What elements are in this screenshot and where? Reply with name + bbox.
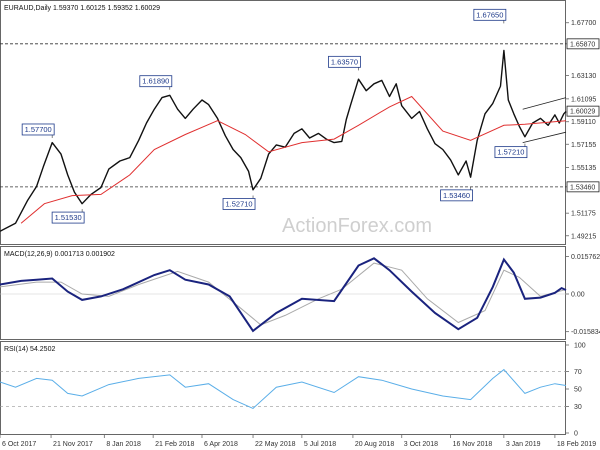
- last-price-label: 1.60029: [570, 109, 595, 116]
- annotation-box-1: [51, 211, 85, 224]
- x-tick-label-3: 21 Feb 2018: [155, 441, 194, 448]
- annotation-box-2: [139, 75, 173, 88]
- x-tick-label-7: 20 Aug 2018: [355, 441, 394, 448]
- price-tick-label-9: 1.49215: [571, 233, 596, 240]
- x-tick-label-0: 6 Oct 2017: [2, 441, 36, 448]
- macd-line: [0, 257, 567, 333]
- channel-top-line: [522, 97, 567, 110]
- price-line: [0, 49, 567, 232]
- annotation-label-7: 1.57210: [497, 148, 524, 157]
- last-price-box: [566, 105, 600, 117]
- annotation-box-0: [21, 123, 55, 136]
- price-tick-label-5: 1.57155: [571, 142, 596, 149]
- macd-layer: [0, 257, 567, 333]
- moving-average-line: [20, 95, 567, 224]
- rsi-tick-label-3: 30: [574, 404, 582, 411]
- rsi-tick-label-2: 50: [574, 387, 582, 394]
- annotation-label-5: 1.53460: [443, 191, 470, 200]
- rsi-tick-label-4: 0: [574, 431, 578, 438]
- x-tick-label-5: 22 May 2018: [255, 441, 296, 448]
- level-tag-box-1: [566, 181, 600, 193]
- axis-layer: 1.67700 1.65870 1.63130 1.61095 1.59110 1.571…: [0, 20, 600, 448]
- channel-bottom-line: [522, 131, 567, 143]
- price-tick-label-6: 1.55135: [571, 165, 596, 172]
- macd-signal-line: [0, 262, 567, 326]
- price-tick-label-2: 1.63130: [571, 73, 596, 80]
- level-tag-box-0: [566, 38, 600, 50]
- x-tick-label-2: 8 Jan 2018: [106, 441, 141, 448]
- rsi-tick-label-0: 100: [574, 343, 586, 350]
- annotation-box-7: [494, 146, 528, 159]
- macd-tick-label-0: 0.015762: [571, 254, 600, 261]
- macd-header: MACD(12,26,9) 0.001713 0.001902: [4, 251, 115, 258]
- x-tick-label-6: 5 Jul 2018: [304, 441, 336, 448]
- annotation-label-0: 1.57700: [25, 125, 52, 134]
- level-tag-label-0: 1.65870: [570, 41, 595, 48]
- rsi-header: RSI(14) 54.2502: [4, 346, 55, 353]
- annotation-label-3: 1.52710: [225, 199, 252, 208]
- price-tick-label-3: 1.61095: [571, 96, 596, 103]
- price-tick-label-4: 1.59110: [571, 119, 596, 126]
- annotation-box-4: [328, 55, 361, 68]
- x-tick-label-1: 21 Nov 2017: [53, 441, 93, 448]
- annotation-box-5: [440, 189, 473, 202]
- annotation-label-6: 1.67650: [476, 10, 503, 19]
- x-tick-label-8: 3 Oct 2018: [404, 441, 438, 448]
- annotation-box-3: [222, 198, 256, 210]
- macd-panel-frame: [0, 246, 566, 340]
- annotation-label-4: 1.63570: [331, 57, 358, 66]
- rsi-line: [0, 368, 567, 409]
- x-tick-label-4: 6 Apr 2018: [204, 441, 238, 448]
- macd-tick-label-1: 0.00: [571, 292, 585, 299]
- x-tick-label-11: 18 Feb 2019: [557, 441, 596, 448]
- annotation-label-2: 1.61890: [142, 77, 169, 86]
- price-panel-frame: [0, 0, 566, 245]
- rsi-layer: [0, 368, 567, 409]
- rsi-panel-frame: [0, 341, 566, 435]
- price-header: EURAUD,Daily 1.59370 1.60125 1.59352 1.6…: [4, 5, 160, 12]
- watermark: ActionForex.com: [282, 215, 432, 237]
- annotation-label-1: 1.51530: [55, 213, 82, 222]
- price-tick-label-0: 1.67700: [571, 20, 596, 27]
- annotation-box-6: [473, 8, 507, 21]
- rsi-tick-label-1: 70: [574, 369, 582, 376]
- level-tag-label-1: 1.53460: [570, 184, 595, 191]
- price-layer: 1.57700 1.51530 1.61890 1.52710 1.63570 1.534…: [0, 8, 567, 232]
- price-tick-label-8: 1.51175: [571, 211, 596, 218]
- x-tick-label-9: 16 Nov 2018: [453, 441, 493, 448]
- x-tick-label-10: 3 Jan 2019: [506, 441, 541, 448]
- macd-tick-label-2: -0.015834: [571, 329, 600, 336]
